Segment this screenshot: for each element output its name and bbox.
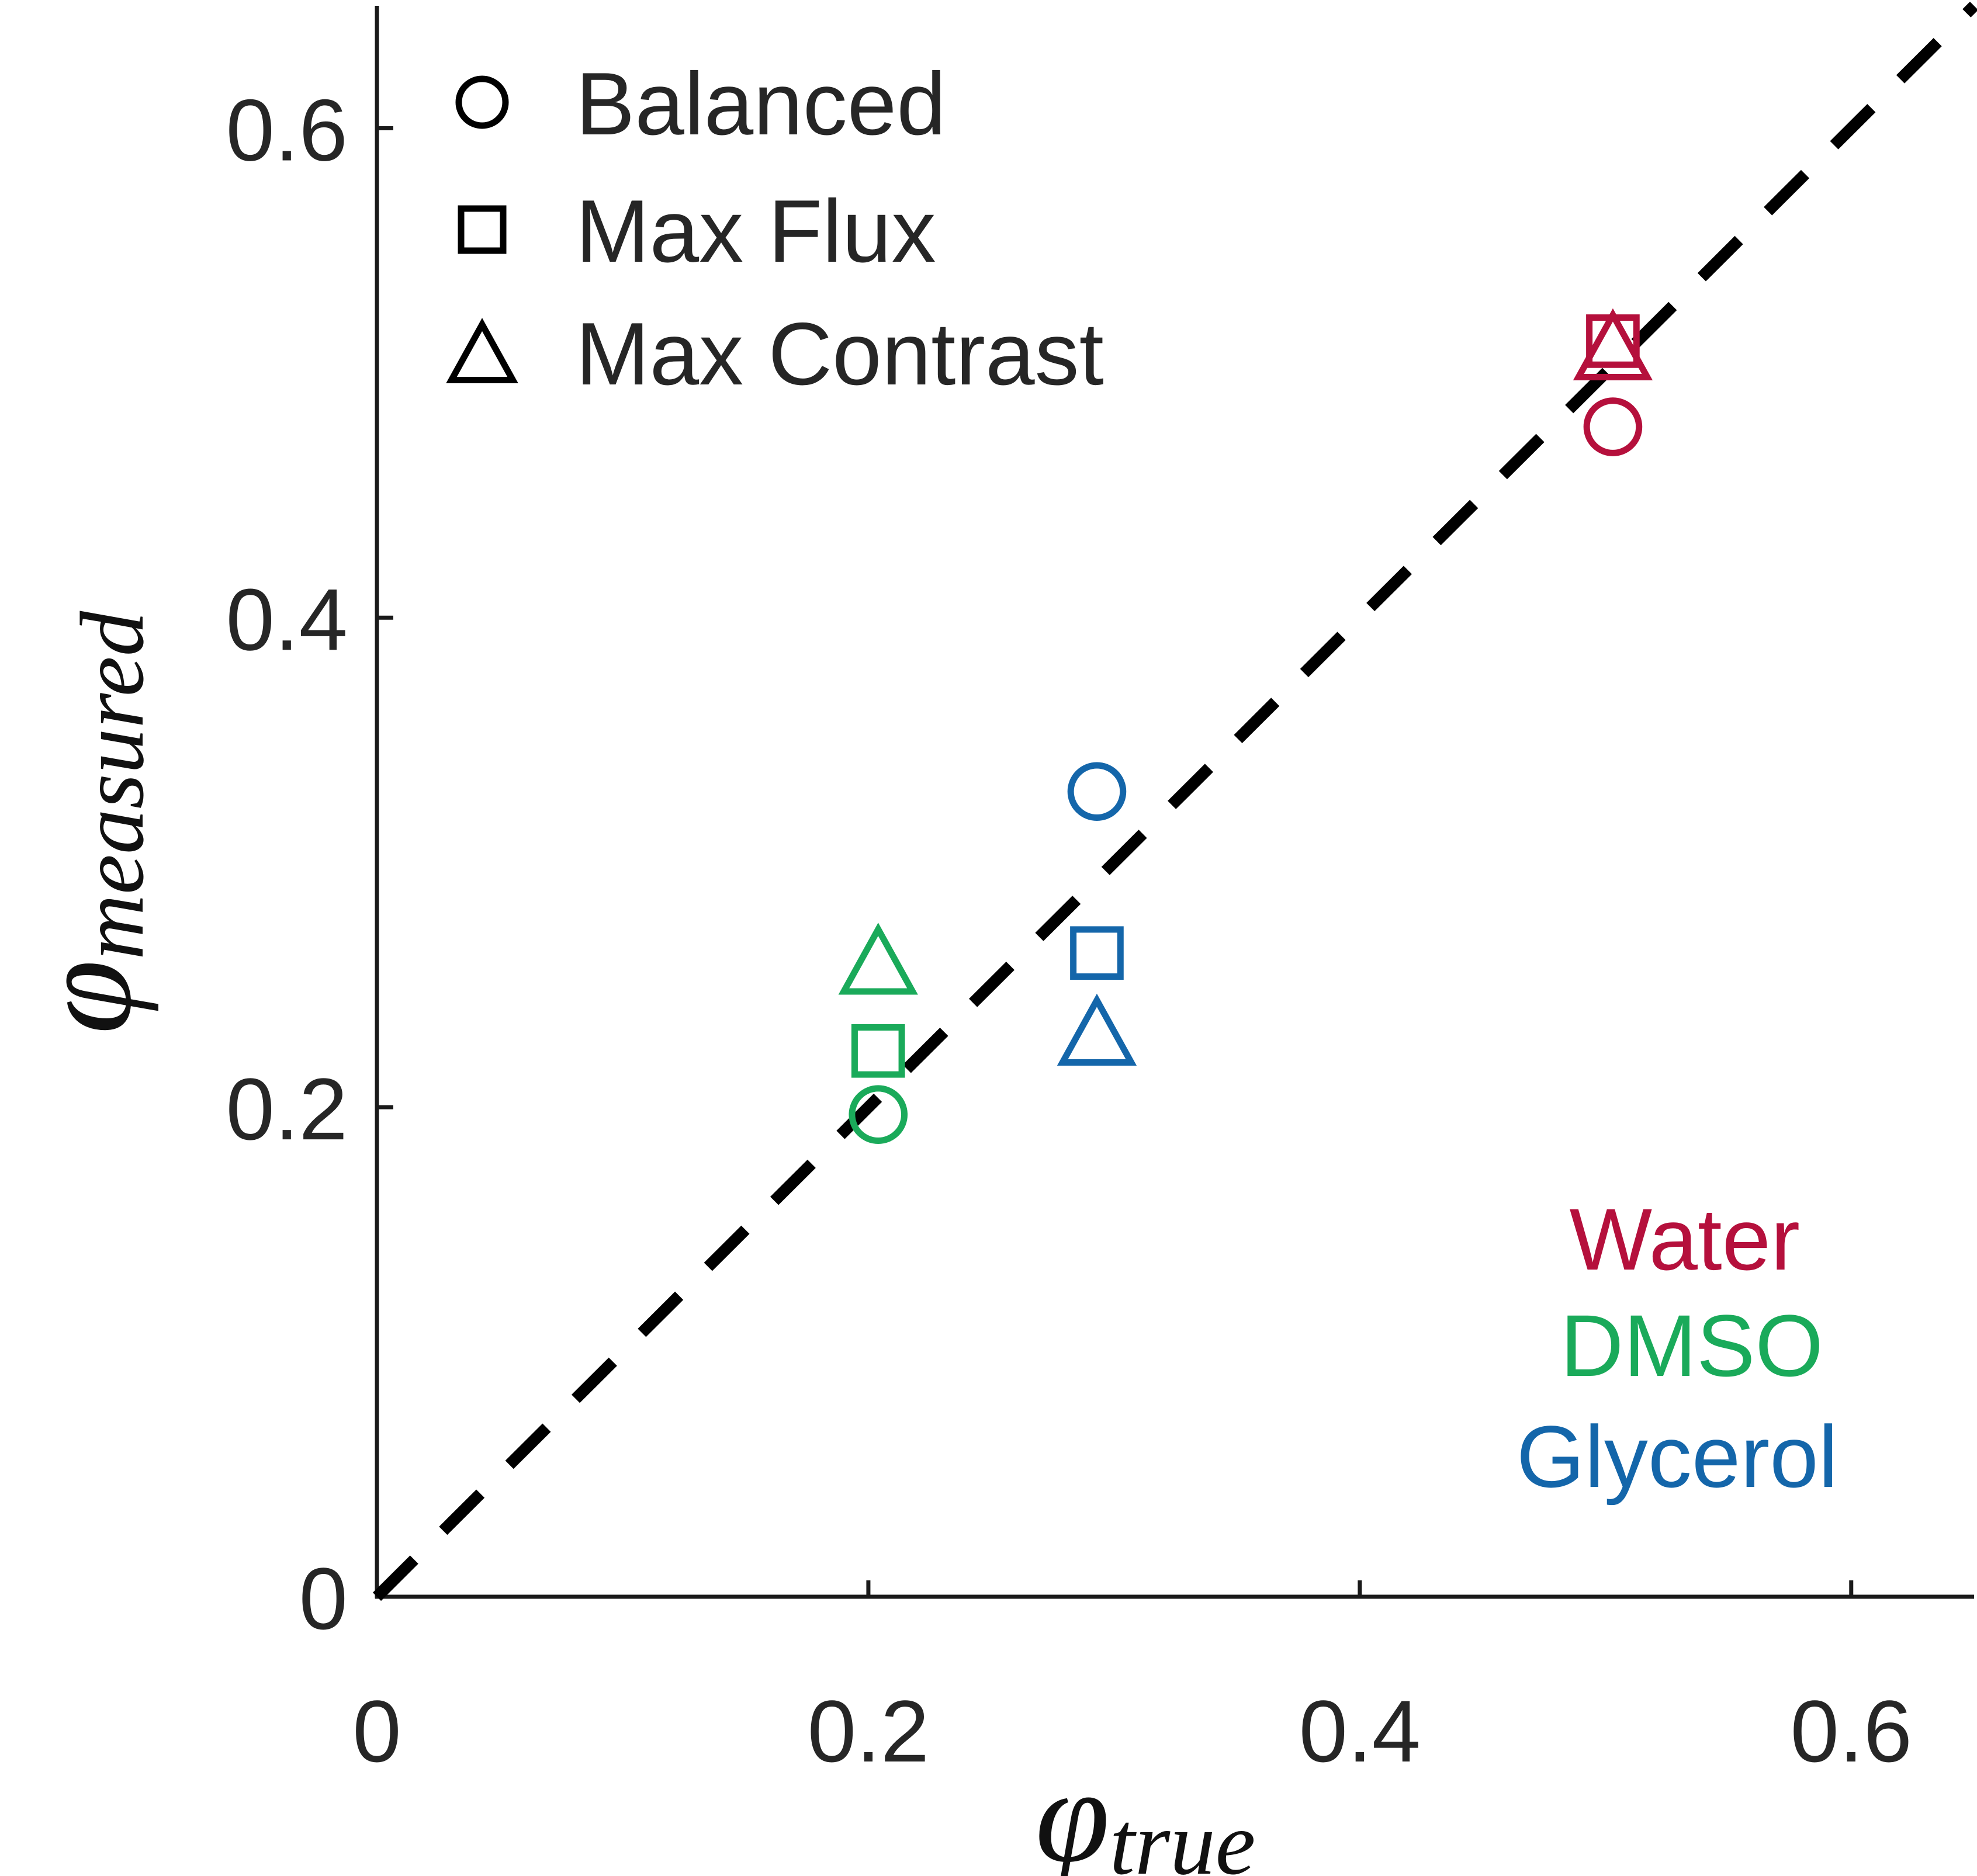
series-water: [1573, 308, 1653, 456]
data-point-dmso-triangle: [838, 923, 918, 995]
y-tick-label: 0: [299, 1549, 348, 1648]
y-axis-label: φmeasured: [10, 611, 162, 1034]
axes: 0 0.2 0.4 0.6 0 0.2 0.4 0.6: [226, 6, 1974, 1780]
solvent-legend-glycerol: Glycerol: [1516, 1407, 1838, 1506]
data-point-glycerol-triangle: [1057, 993, 1137, 1066]
solvent-legend-water: Water: [1570, 1190, 1800, 1288]
x-axis-label-symbol: φ: [1036, 1741, 1110, 1876]
data-point-dmso-circle: [849, 1085, 908, 1145]
x-axis-label: φtrue: [1036, 1741, 1256, 1876]
legend-circle-icon: [455, 75, 509, 129]
x-tick-label: 0.6: [1791, 1682, 1913, 1780]
legend-triangle-icon: [446, 318, 518, 383]
reference-line-dashed: [372, 1, 1977, 1601]
data-points: [838, 308, 1653, 1145]
legend-label-triangle: Max Contrast: [576, 304, 1104, 404]
solvent-legend-dmso: DMSO: [1560, 1296, 1823, 1395]
y-tick-label: 0.6: [226, 81, 348, 179]
data-point-dmso-square: [851, 1024, 905, 1078]
data-point-glycerol-square: [1070, 926, 1124, 980]
legend-label-circle: Balanced: [576, 54, 946, 154]
y-axis-label-subscript: measured: [62, 611, 162, 959]
data-point-water-circle: [1583, 397, 1643, 456]
y-axis-label-symbol: φ: [10, 960, 159, 1034]
legend-label-square: Max Flux: [576, 182, 936, 281]
series-glycerol: [1057, 762, 1137, 1066]
legend-square-icon: [458, 205, 507, 254]
series-dmso: [838, 923, 918, 1145]
data-point-glycerol-circle: [1067, 762, 1127, 821]
y-tick-label: 0.2: [226, 1060, 348, 1158]
x-tick-label: 0.4: [1299, 1682, 1421, 1780]
marker-legend: Balanced Max Flux Max Contrast: [446, 54, 1104, 404]
reference-line-layer: [372, 1, 1977, 1601]
x-tick-label: 0.2: [808, 1682, 930, 1780]
x-axis-label-subscript: true: [1110, 1793, 1256, 1876]
x-tick-label: 0: [352, 1682, 401, 1780]
y-tick-label: 0.4: [226, 570, 348, 668]
data-point-water-triangle: [1573, 308, 1653, 381]
